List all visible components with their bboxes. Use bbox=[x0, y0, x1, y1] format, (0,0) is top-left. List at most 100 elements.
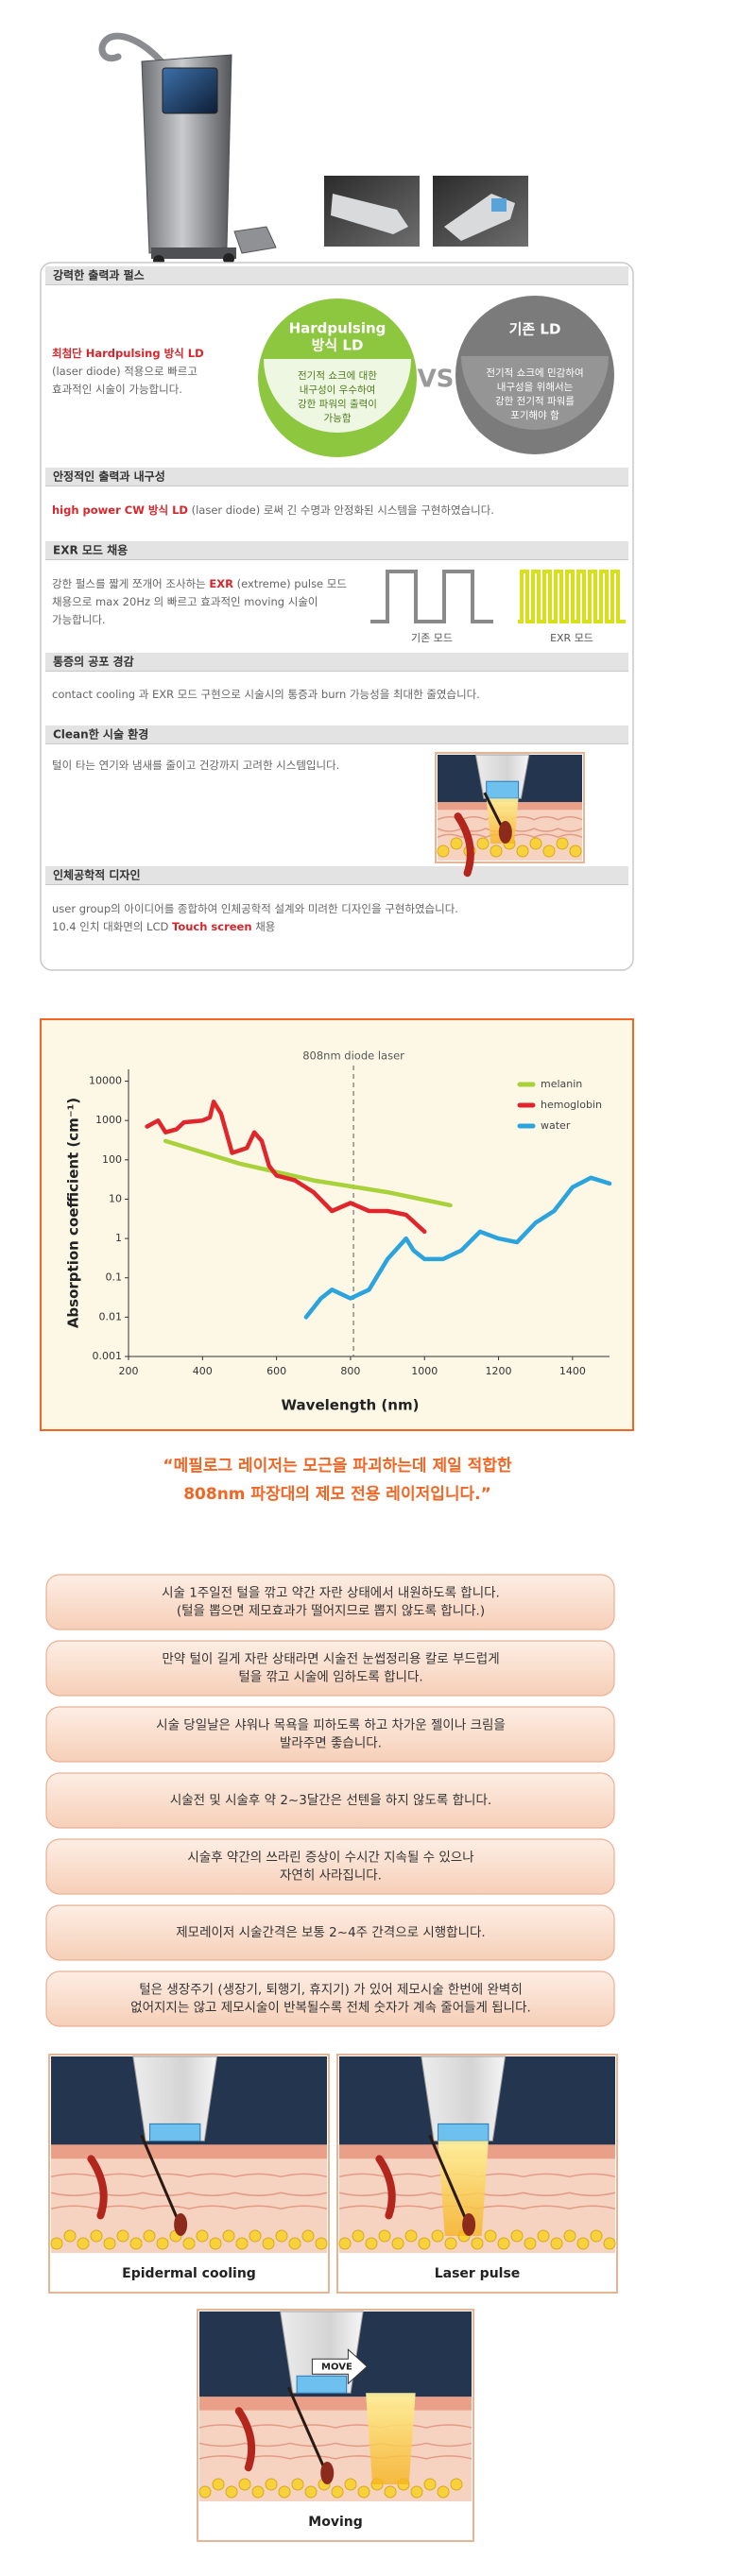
illustration: Epidermal cooling bbox=[48, 2054, 330, 2294]
section-heading-accent bbox=[45, 884, 628, 885]
compare-title: 방식 LD bbox=[312, 337, 364, 354]
section-line: user group의 아이디어를 종합하여 인체공학적 설계와 미려한 디자인… bbox=[52, 902, 458, 915]
illus-window bbox=[438, 2123, 490, 2141]
tip-text: 시술전 및 시술후 약 2~3달간은 선텐을 하지 않도록 합니다. bbox=[170, 1793, 491, 1808]
text-segment: EXR bbox=[209, 577, 233, 590]
section-heading-bar bbox=[45, 266, 628, 285]
text-segment: 채용 bbox=[252, 920, 276, 933]
section-heading-accent bbox=[45, 743, 628, 744]
quote-line: 808nm 파장대의 제모 전용 레이저입니다.” bbox=[183, 1485, 491, 1504]
illus-fat bbox=[542, 844, 556, 858]
illus-fat bbox=[251, 2485, 265, 2499]
illus-layer bbox=[50, 2192, 328, 2197]
illus-caption: Laser pulse bbox=[435, 2266, 521, 2281]
x-tick-label: 400 bbox=[193, 1365, 213, 1377]
tip-text: (털을 뽑으면 제모효과가 떨어지므로 뽑지 않도록 합니다.) bbox=[177, 1604, 485, 1619]
text-segment: 채용으로 max 20Hz 의 빠르고 효과적인 moving 시술이 bbox=[52, 595, 318, 608]
vs-label: VS bbox=[418, 366, 455, 394]
section-heading: 인체공학적 디자인 bbox=[53, 868, 141, 882]
section-heading-accent bbox=[45, 671, 628, 672]
tip-box bbox=[45, 1970, 615, 2027]
text-segment: (extreme) pulse 모드 bbox=[233, 577, 347, 590]
illus-fat bbox=[212, 2478, 225, 2491]
illus-fat bbox=[603, 2237, 616, 2250]
illus-fat bbox=[471, 2237, 484, 2250]
section-line: high power CW 방식 LD (laser diode) 로써 긴 수… bbox=[52, 503, 494, 517]
illus-fat bbox=[404, 2229, 418, 2243]
x-tick-label: 600 bbox=[266, 1365, 286, 1377]
illus-fat bbox=[129, 2237, 143, 2250]
illus-fat bbox=[235, 2237, 249, 2250]
x-tick-label: 800 bbox=[340, 1365, 360, 1377]
tip-box bbox=[45, 1640, 615, 1697]
section-line: contact cooling 과 EXR 모드 구현으로 시술시의 통증과 b… bbox=[52, 688, 480, 701]
tip-text: 시술후 약간의 쓰라린 증상이 수시간 지속될 수 있으나 bbox=[187, 1851, 473, 1866]
illus-fat bbox=[476, 837, 490, 850]
exr-wave bbox=[518, 570, 626, 623]
illus-fat bbox=[288, 2237, 301, 2250]
illus-follicle bbox=[498, 821, 512, 844]
annotation-label: 808nm diode laser bbox=[302, 1049, 404, 1063]
illus-handpiece bbox=[421, 2056, 507, 2141]
text-segment: (laser diode) 적용으로 빠르고 bbox=[52, 365, 198, 378]
illus-fat bbox=[550, 2237, 563, 2250]
tip-box bbox=[45, 1772, 615, 1829]
illus-beam bbox=[366, 2393, 416, 2484]
y-tick-label: 0.01 bbox=[99, 1310, 123, 1322]
illus-fat bbox=[315, 2237, 328, 2250]
section-heading-bar bbox=[45, 468, 628, 486]
compare-title: 기존 LD bbox=[509, 321, 561, 338]
tip-text: 제모레이저 시술간격은 보통 2~4주 간격으로 시행합니다. bbox=[176, 1925, 485, 1940]
illus-fat bbox=[437, 2485, 450, 2499]
compare-body: 전기적 쇼크에 민감하여 bbox=[486, 367, 583, 379]
compare-body: 가능함 bbox=[324, 413, 352, 424]
illus-fat bbox=[77, 2237, 90, 2250]
illus-window bbox=[486, 780, 520, 799]
illustrations: Epidermal cooling Laser pulse MOVE Moving bbox=[48, 2054, 618, 2542]
illus-window bbox=[149, 2123, 201, 2141]
legend-label: hemoglobin bbox=[541, 1099, 602, 1111]
illus-fat bbox=[516, 844, 529, 858]
y-tick-label: 1 bbox=[115, 1232, 122, 1244]
illus-fat bbox=[529, 837, 542, 850]
tip-text: 시술 당일날은 샤워나 목욕을 피하도록 하고 차가운 젤이나 크림을 bbox=[156, 1718, 506, 1733]
illustration bbox=[435, 752, 585, 878]
illus-layer bbox=[50, 2205, 328, 2210]
tip-box bbox=[45, 1904, 615, 1961]
illus-caption: Moving bbox=[308, 2515, 362, 2530]
illus-fat bbox=[265, 2478, 278, 2491]
y-tick-label: 10 bbox=[109, 1192, 122, 1204]
illus-fat bbox=[524, 2237, 537, 2250]
compare-body: 전기적 쇼크에 대한 bbox=[298, 370, 377, 382]
illus-hair bbox=[286, 2386, 329, 2476]
illus-fat bbox=[143, 2229, 156, 2243]
compare-title: Hardpulsing bbox=[289, 320, 387, 337]
illus-fat bbox=[338, 2237, 352, 2250]
text-segment: user group의 아이디어를 종합하여 인체공학적 설계와 미려한 디자인… bbox=[52, 902, 458, 915]
tip-text: 만약 털이 길게 자란 상태라면 시술전 눈썹정리용 칼로 부드럽게 bbox=[162, 1652, 499, 1667]
illus-follicle bbox=[462, 2213, 476, 2236]
compare-body: 내구성을 위해서는 bbox=[497, 381, 574, 393]
section-line: 가능합니다. bbox=[52, 613, 106, 626]
section-line: (laser diode) 적용으로 빠르고 bbox=[52, 365, 198, 378]
tip-box bbox=[45, 1838, 615, 1895]
text-segment: high power CW 방식 LD bbox=[52, 503, 188, 517]
text-segment: 강한 펄스를 짧게 쪼개어 조사하는 bbox=[52, 577, 209, 590]
illus-fat bbox=[249, 2229, 262, 2243]
illus-fat bbox=[450, 837, 463, 850]
illus-vessel bbox=[454, 812, 474, 878]
text-segment: 가능합니다. bbox=[52, 613, 106, 626]
tip-text: 시술 1주일전 털을 깎고 약간 자란 상태에서 내원하도록 합니다. bbox=[162, 1586, 500, 1601]
illus-vessel bbox=[375, 2155, 396, 2220]
illus-caption: Epidermal cooling bbox=[122, 2266, 256, 2281]
illus-fat bbox=[365, 2237, 378, 2250]
illus-hair bbox=[140, 2134, 182, 2227]
illus-fat bbox=[198, 2485, 212, 2499]
text-segment: 털이 타는 연기와 냄새를 줄이고 건강까지 고려한 시스템입니다. bbox=[52, 759, 339, 772]
section-heading: 통증의 공포 경감 bbox=[53, 655, 134, 669]
section-line: 강한 펄스를 짧게 쪼개어 조사하는 EXR (extreme) pulse 모… bbox=[52, 577, 347, 590]
illus-fat bbox=[423, 2478, 437, 2491]
section-line: 효과적인 시술이 가능합니다. bbox=[52, 383, 182, 396]
x-axis-label: Wavelength (nm) bbox=[282, 1397, 420, 1414]
